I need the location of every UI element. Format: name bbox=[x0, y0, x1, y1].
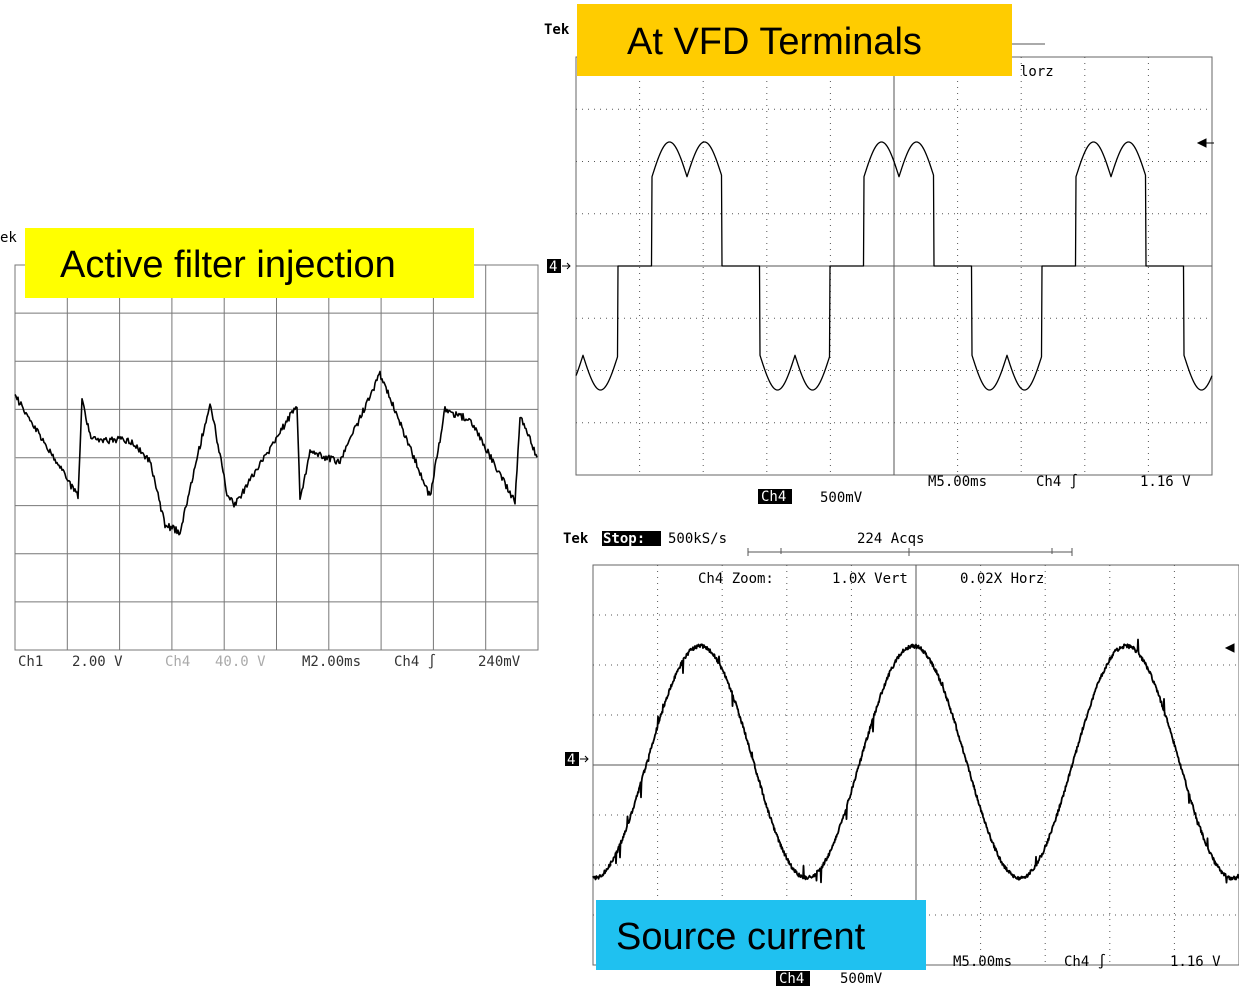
zoom-tail: lorz bbox=[1020, 64, 1054, 80]
scale: 500mV bbox=[840, 971, 883, 987]
scale: 500mV bbox=[820, 490, 863, 506]
footer-text: M5.00ms bbox=[928, 474, 987, 490]
source-panel: Tek Stop: 500kS/s 224 Acqs Ch4 Zoom: 1.0X Ver… bbox=[563, 531, 1239, 987]
panel-label: Active filter injection bbox=[60, 244, 396, 286]
footer-text: Ch4 ∫ bbox=[394, 653, 436, 670]
footer-text: 1.16 V bbox=[1140, 474, 1191, 490]
footer-text: M2.00ms bbox=[302, 654, 361, 670]
acqs: 224 Acqs bbox=[857, 531, 924, 547]
page: Oscilloscope captures {"injection": {"la… bbox=[0, 0, 1239, 988]
footer-text: Ch4 ∫ bbox=[1064, 953, 1106, 970]
vfd-panel: Tek lorz 4 M5.00ms Ch4 ∫ 1.16 V Ch4 500mV At VFD… bbox=[544, 4, 1214, 506]
brand: ek bbox=[0, 230, 17, 246]
marker: 4 bbox=[567, 752, 575, 768]
footer-text: Ch1 bbox=[18, 654, 43, 670]
panel-label: At VFD Terminals bbox=[627, 21, 922, 63]
marker: 4 bbox=[549, 259, 557, 275]
screen: ek Ch1 2.00 V Ch4 40.0 V M2.00ms Ch4 ∫ 240mV Act… bbox=[0, 0, 1239, 988]
footer-text: M5.00ms bbox=[953, 954, 1012, 970]
zoom-text: 0.02X Horz bbox=[960, 571, 1044, 587]
footer-text: Ch4 ∫ bbox=[1036, 473, 1078, 490]
channel: Ch4 bbox=[779, 971, 804, 987]
footer-text: 40.0 V bbox=[215, 654, 266, 670]
footer-text: 240mV bbox=[478, 654, 521, 670]
body: ek Ch1 2.00 V Ch4 40.0 V M2.00ms Ch4 ∫ 240mV Act… bbox=[0, 0, 1239, 988]
brand: Tek bbox=[563, 531, 589, 547]
rate: 500kS/s bbox=[668, 531, 727, 547]
injection-panel: ek Ch1 2.00 V Ch4 40.0 V M2.00ms Ch4 ∫ 240mV Act… bbox=[0, 228, 538, 670]
state: Stop: bbox=[603, 531, 645, 547]
marker-arrow bbox=[562, 263, 570, 269]
marker-arrow bbox=[580, 756, 588, 762]
footer-text: 2.00 V bbox=[72, 654, 123, 670]
footer-text: 1.16 V bbox=[1170, 954, 1221, 970]
bracket bbox=[748, 548, 1072, 556]
channel: Ch4 bbox=[761, 489, 786, 505]
panel-label: Source current bbox=[616, 916, 866, 958]
brand: Tek bbox=[544, 22, 570, 38]
zoom-text: Ch4 Zoom: bbox=[698, 571, 774, 587]
footer-text: Ch4 bbox=[165, 654, 190, 670]
trigger-arrow bbox=[1226, 644, 1234, 652]
zoom-text: 1.0X Vert bbox=[832, 571, 908, 587]
